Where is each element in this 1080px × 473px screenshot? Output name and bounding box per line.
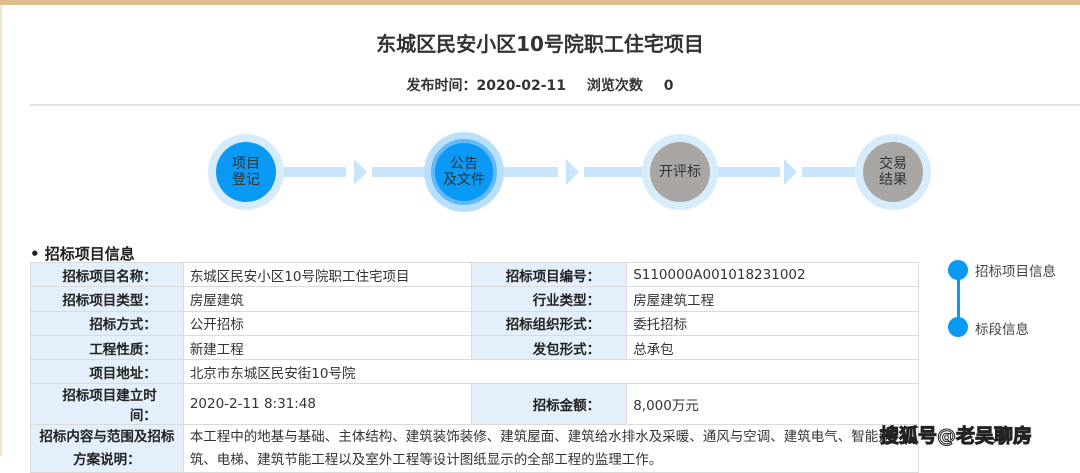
step-connector — [282, 167, 346, 177]
scope-value: 本工程中的地基与基础、主体结构、建筑装饰装修、建筑屋面、建筑给水排水及采暖、通风… — [182, 424, 920, 473]
step-bid-opening[interactable]: 开评标 — [642, 134, 718, 210]
field-value: 房屋建筑 — [182, 286, 473, 312]
field-label: 工程性质： — [30, 334, 184, 361]
step-label: 公告 — [450, 156, 478, 172]
table-row: 招标项目名称： 东城区民安小区10号院职工住宅项目 招标项目编号： S110000A0… — [30, 261, 919, 288]
step-connector — [802, 167, 858, 177]
divider — [30, 104, 1080, 106]
table-row: 招标方式： 公开招标 招标组织形式： 委托招标 — [30, 310, 919, 336]
page-title: 东城区民安小区10号院职工住宅项目 — [376, 32, 704, 56]
nav-line — [957, 270, 960, 328]
step-label: 及文件 — [443, 172, 485, 188]
field-label: 发包形式： — [471, 334, 628, 361]
table-row: 项目地址： 北京市东城区民安街10号院 — [30, 359, 920, 385]
step-label: 项目 — [232, 156, 260, 172]
field-label: 招标方式： — [30, 310, 184, 336]
left-border — [0, 5, 2, 456]
step-connector — [498, 167, 558, 177]
table-row: 招标项目建立时间： 2020-2-11 8:31:48 招标金额： 8,000万元 — [30, 383, 919, 426]
nav-item-project-info[interactable]: 招标项目信息 — [975, 264, 1056, 280]
views-count: 0 — [663, 78, 674, 94]
arrow-right-icon — [354, 159, 367, 185]
field-label: 招标项目建立时间： — [30, 383, 184, 426]
field-label: 招标项目编号： — [471, 261, 628, 288]
field-value: 北京市东城区民安街10号院 — [182, 359, 920, 385]
field-value: 房屋建筑工程 — [626, 286, 919, 312]
step-connector — [716, 167, 780, 177]
nav-dot-icon[interactable] — [948, 317, 968, 337]
step-announcement[interactable]: 公告 及文件 — [424, 132, 504, 212]
step-label: 登记 — [232, 172, 260, 188]
publish-meta: 发布时间：2020-02-11 浏览次数 0 — [0, 75, 1080, 95]
step-connector — [584, 167, 648, 177]
field-label: 招标组织形式： — [471, 310, 628, 336]
views-label: 浏览次数 — [586, 78, 643, 94]
publish-date: 2020-02-11 — [476, 78, 567, 94]
field-label: 项目地址： — [30, 359, 184, 385]
field-value: 新建工程 — [182, 334, 473, 361]
table-row: 招标项目类型： 房屋建筑 行业类型： 房屋建筑工程 — [30, 286, 919, 312]
watermark: 搜狐号@老吴聊房 — [879, 425, 1033, 448]
step-project-registration[interactable]: 项目 登记 — [208, 134, 284, 210]
field-label: 行业类型： — [471, 286, 628, 312]
step-label: 开评标 — [659, 164, 701, 180]
publish-label: 发布时间： — [406, 78, 477, 94]
nav-item-section-info[interactable]: 标段信息 — [975, 322, 1029, 338]
field-value: 2020-2-11 8:31:48 — [182, 383, 473, 426]
field-value: 东城区民安小区10号院职工住宅项目 — [182, 261, 473, 288]
scope-label: 招标内容与范围及招标 方案说明： — [30, 424, 184, 473]
table-row: 工程性质： 新建工程 发包形式： 总承包 — [30, 334, 919, 361]
field-value: S110000A001018231002 — [626, 261, 919, 288]
field-label: 招标项目类型： — [30, 286, 184, 312]
field-value: 总承包 — [626, 334, 919, 361]
project-info-table: 招标项目名称： 东城区民安小区10号院职工住宅项目 招标项目编号： S110000A0… — [30, 261, 920, 473]
step-result[interactable]: 交易 结果 — [855, 134, 931, 210]
arrow-right-icon — [566, 159, 579, 185]
top-border — [0, 0, 1080, 5]
field-label: 招标项目名称： — [30, 261, 184, 288]
nav-dot-icon[interactable] — [948, 260, 968, 280]
section-title: • 招标项目信息 — [30, 245, 135, 263]
field-value: 公开招标 — [182, 310, 473, 336]
step-connector — [372, 167, 432, 177]
step-label: 结果 — [879, 172, 907, 188]
field-value: 委托招标 — [626, 310, 919, 336]
arrow-right-icon — [784, 159, 797, 185]
table-row: 招标内容与范围及招标 方案说明： 本工程中的地基与基础、主体结构、建筑装饰装修、建… — [30, 424, 920, 473]
step-label: 交易 — [879, 156, 907, 172]
field-label: 招标金额： — [471, 383, 628, 426]
field-value: 8,000万元 — [626, 383, 919, 426]
